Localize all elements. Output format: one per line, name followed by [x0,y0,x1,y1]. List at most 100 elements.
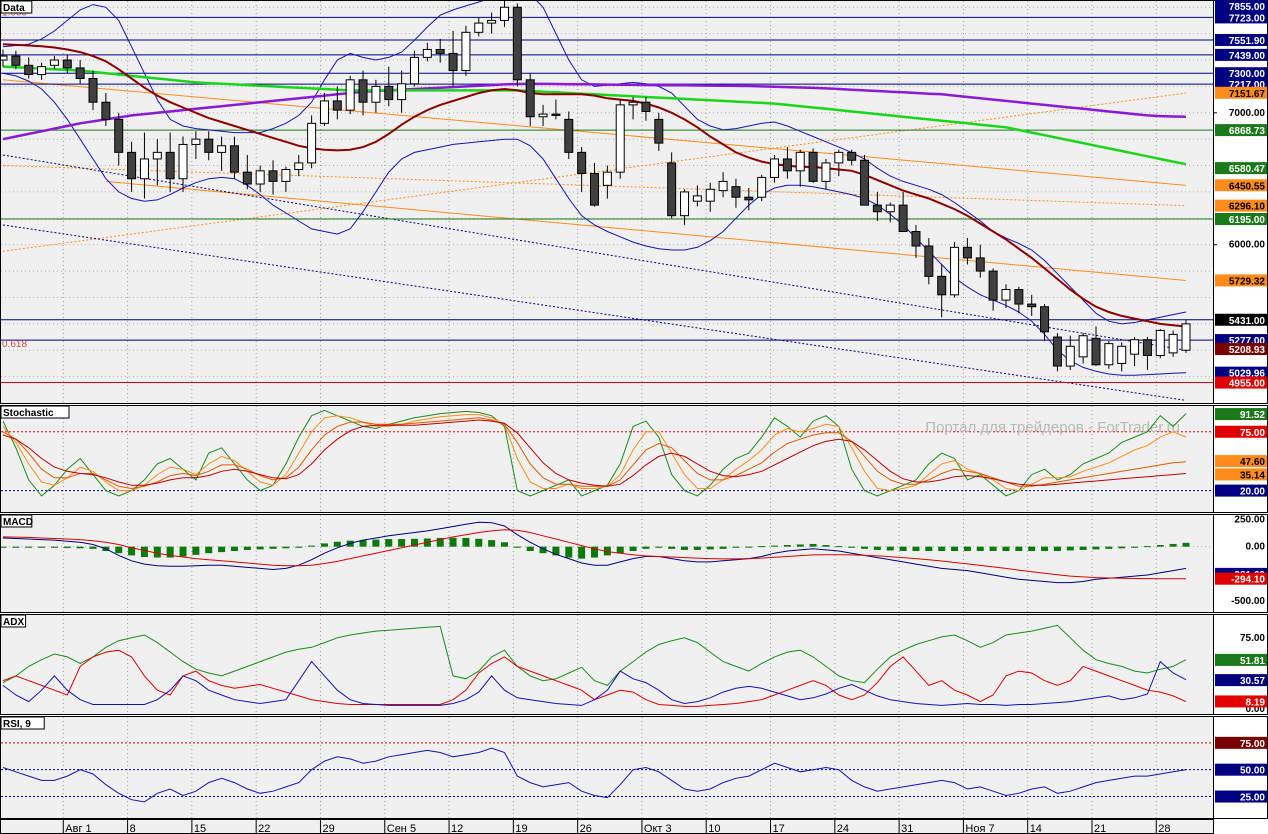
y-tick-label: 250.00 [1234,514,1265,525]
candle-body [294,162,304,171]
candle-body [680,191,690,217]
axis-value-label: 91.52 [1240,410,1265,421]
candle-body [1027,303,1037,308]
candle-body [628,101,638,106]
macd-histogram-bar [436,537,444,547]
macd-histogram-bar [526,546,534,552]
candle-body [165,151,175,180]
macd-histogram-bar [539,546,547,554]
stochastic-title: Stochastic [3,408,54,419]
candle-body [384,85,394,101]
macd-title: MACD [3,517,33,528]
macd-histogram-bar [372,539,380,547]
candle-body [692,195,702,202]
candle-body [512,6,522,81]
macd-histogram-bar [1131,546,1139,548]
macd-histogram-bar [1041,546,1049,552]
y-tick-label: 7000.00 [1229,108,1266,119]
candle-body [1168,333,1178,354]
axis-value-label: 5431.00 [1229,316,1266,327]
candle-body [885,204,895,213]
axis-value-label: 5208.93 [1229,345,1266,356]
axis-value-tag [1215,48,1267,61]
candle-body [975,257,985,272]
candle-body [1078,335,1088,358]
macd-histogram-bar [359,540,367,547]
macd-histogram-bar [1092,546,1100,550]
x-tick-label: 24 [837,823,849,834]
axis-value-label: 7300.00 [1229,69,1266,80]
macd-histogram-bar [938,546,946,552]
macd-histogram-bar [218,546,226,553]
candle-body [821,162,831,182]
candle-body [1065,345,1075,367]
candle-body [11,55,21,66]
axis-value-tag [1215,572,1267,585]
candle-body [499,6,509,21]
axis-value-label: 7151.67 [1229,89,1266,100]
stochastic-plot-area [0,405,1214,513]
macd-histogram-bar [603,546,611,556]
axis-value-label: 75.00 [1240,428,1265,439]
macd-histogram-bar [899,546,907,552]
candle-body [37,66,47,76]
axis-value-tag [1215,179,1267,192]
macd-y-axis [1213,514,1268,613]
axis-value-label: 25.00 [1240,793,1265,804]
candle-body [229,145,239,173]
x-tick-label: Ноя 7 [965,823,994,834]
candle-body [770,158,780,178]
adx-series-line [2,624,1187,686]
macd-title-box [0,514,33,528]
axis-value-tag [1215,86,1267,99]
candle-body [757,176,767,198]
macd-histogram-bar [1028,546,1036,552]
macd-histogram-bar [140,546,148,558]
candle-body [319,100,329,124]
rsi-title: RSI, 9 [3,719,31,730]
adx-plot [2,624,1187,707]
candle-body [1181,323,1191,351]
rsi-plot-area [0,716,1214,819]
macd-histogram-bar [385,539,393,547]
macd-histogram-bar [886,546,894,551]
axis-value-label: 6580.47 [1229,164,1266,175]
macd-histogram-bar [565,546,573,558]
candle-body [88,77,98,103]
macd-histogram-bar [243,546,251,550]
x-tick-label: 28 [1158,823,1170,834]
candle-body [551,113,561,116]
macd-histogram-bar [1066,546,1074,551]
x-tick-label: 17 [773,823,785,834]
candle-body [1104,343,1114,366]
y-tick-label: -500.00 [1231,596,1265,607]
macd-histogram-bar [50,546,58,548]
stochastic-title-box [0,405,70,419]
candle-body [924,245,934,277]
macd-histogram-bar [166,546,174,558]
candle-body [178,143,188,180]
rsi-panel: 75.00 50.00 25.00 RSI, 9 [0,716,1268,819]
rsi-plot [1,742,1213,803]
y-tick-label: 0.00 [1246,704,1266,715]
macd-histogram-bar [629,546,637,552]
macd-histogram-bar [642,546,650,549]
axis-value-tag [1215,763,1267,776]
axis-value-tag [1215,67,1267,80]
macd-plot [1,521,1213,584]
macd-histogram-bar [76,546,84,549]
candle-body [564,118,574,153]
axis-value-tag [1215,455,1267,468]
macd-histogram-bar [809,543,817,547]
macd-histogram-bar [295,546,303,548]
macd-histogram-bar [976,546,984,552]
candle-body [487,19,497,24]
axis-value-label: 7217.00 [1229,80,1266,91]
macd-histogram-bar [500,542,508,547]
x-tick-label: 29 [322,823,334,834]
candle-body [448,52,458,72]
candle-body [654,118,664,144]
macd-histogram-bar [25,546,33,548]
candle-body [538,113,548,118]
price-plot: 1.0000.618 [1,1,1213,401]
